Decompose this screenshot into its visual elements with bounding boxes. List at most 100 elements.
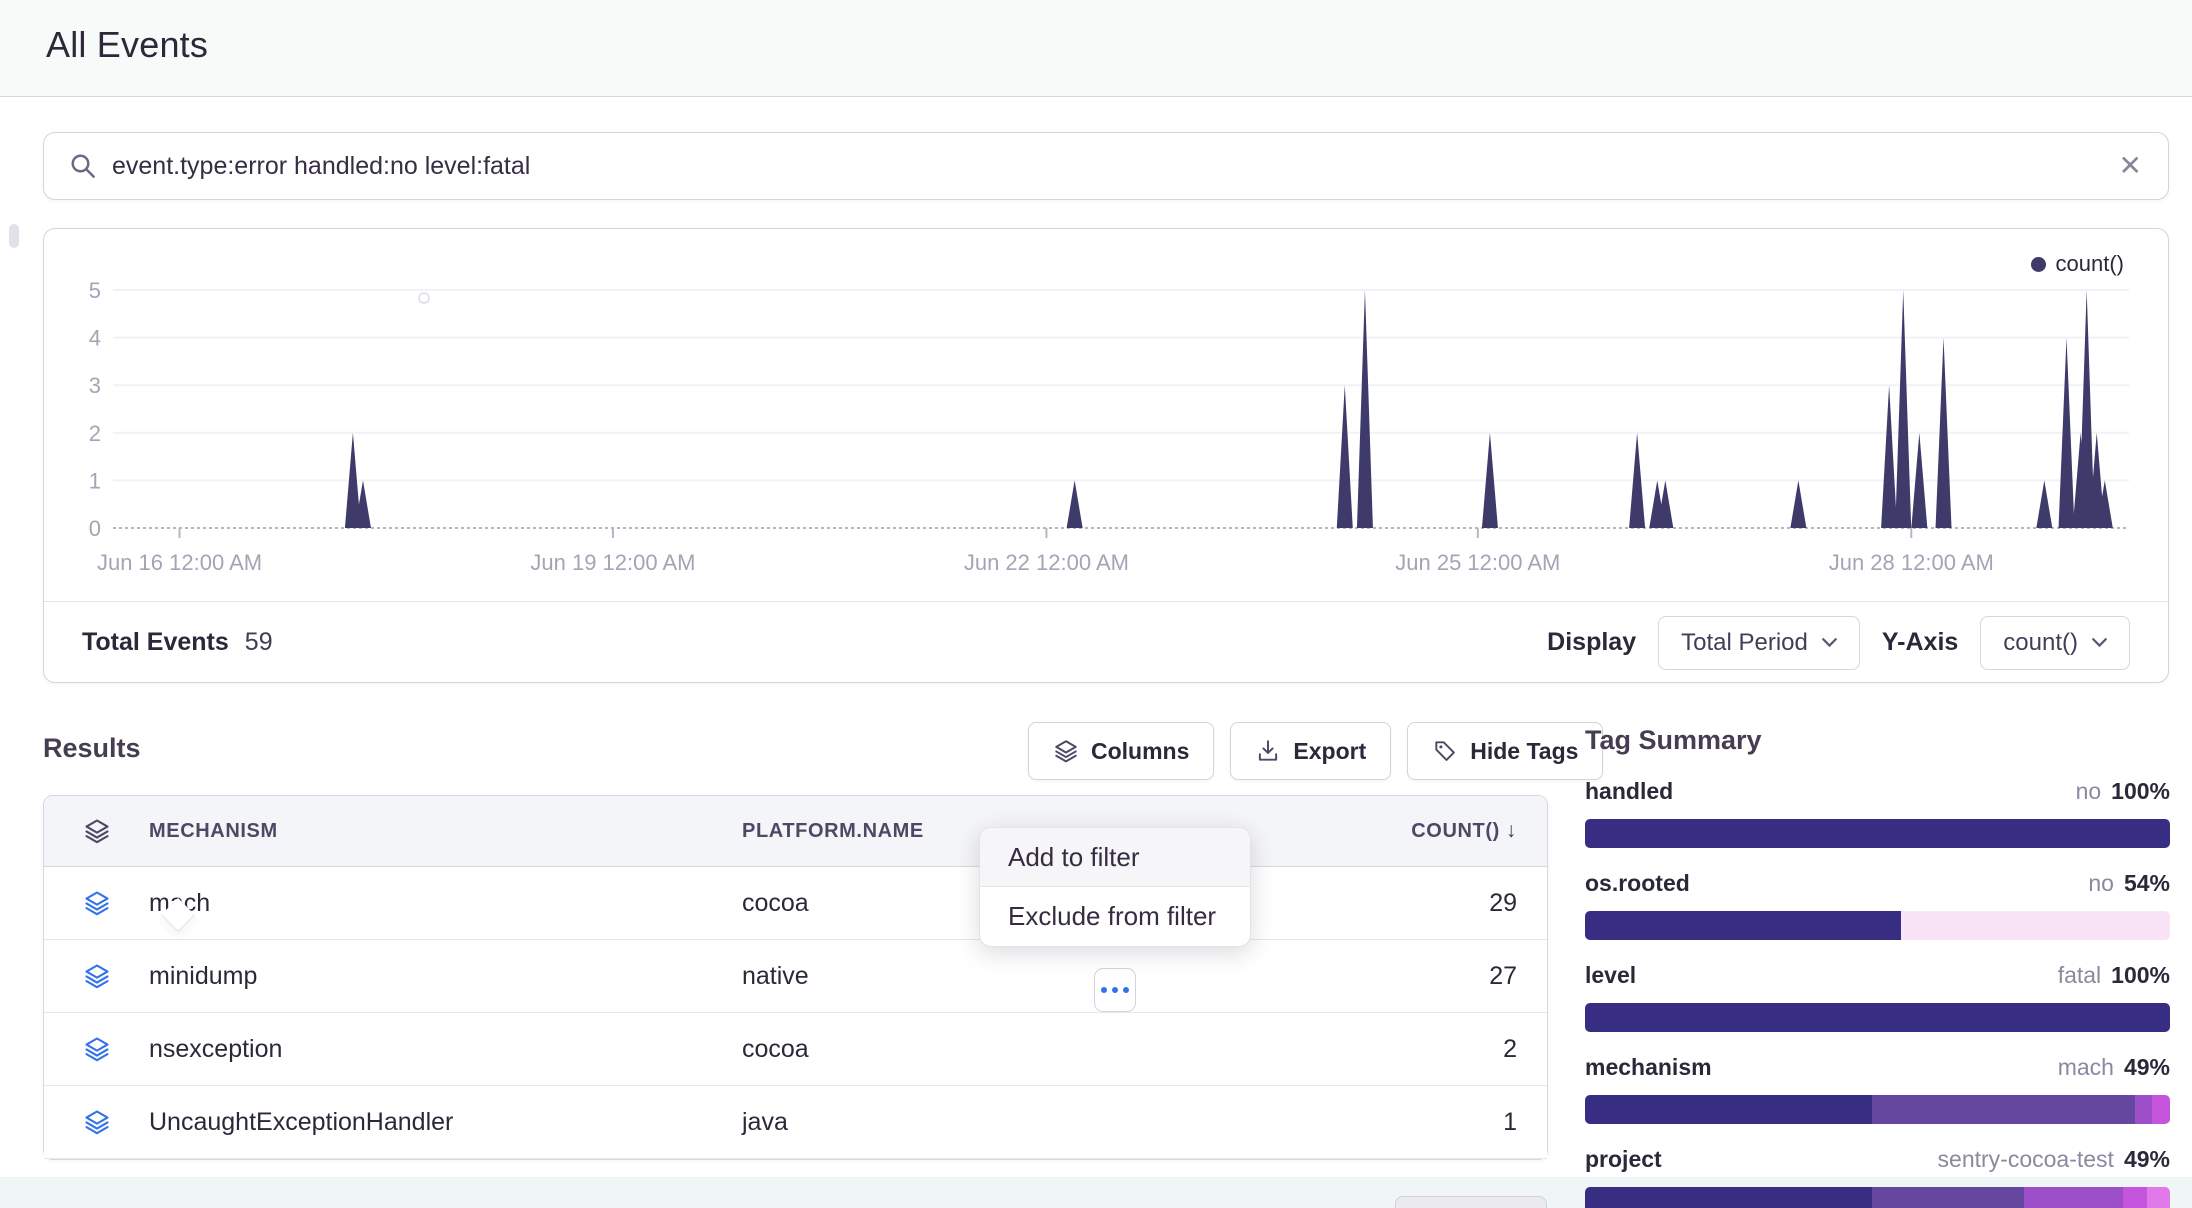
tag-bar-segment	[1585, 1003, 2170, 1032]
chevron-down-icon	[1821, 637, 1837, 647]
tag-bar[interactable]	[1585, 1095, 2170, 1124]
cell-count: 29	[1489, 888, 1517, 917]
tag-summary: Tag Summary handled no 100% os.rooted no…	[1585, 725, 2170, 1208]
pagination-button-partial[interactable]	[1395, 1196, 1547, 1208]
dot-icon	[1101, 987, 1107, 993]
tag-name[interactable]: project	[1585, 1146, 1662, 1172]
layers-icon	[84, 891, 109, 916]
tag-summary-heading: Tag Summary	[1585, 725, 1762, 755]
display-label: Display	[1547, 628, 1637, 656]
table-row[interactable]: UncaughtExceptionHandler java 1	[44, 1086, 1547, 1159]
menu-item-exclude-from-filter[interactable]: Exclude from filter	[1008, 901, 1217, 931]
tag-top-percent: 100%	[2111, 962, 2170, 988]
tag-name[interactable]: level	[1585, 962, 1637, 988]
tag-bar[interactable]	[1585, 819, 2170, 848]
cell-mechanism: nsexception	[149, 1034, 283, 1063]
tag-top-percent: 54%	[2123, 870, 2170, 896]
svg-text:3: 3	[89, 373, 101, 398]
search-bar: ✕	[43, 132, 2169, 200]
tag-bar[interactable]	[1585, 1003, 2170, 1032]
tag-bar-segment	[2123, 1187, 2147, 1208]
svg-text:5: 5	[89, 278, 101, 303]
column-header-platform-name[interactable]: PLATFORM.NAME	[742, 819, 924, 842]
legend-dot-icon	[2030, 256, 2046, 272]
svg-text:Jun 19 12:00 AM: Jun 19 12:00 AM	[530, 550, 695, 575]
svg-text:Jun 22 12:00 AM: Jun 22 12:00 AM	[964, 550, 1129, 575]
row-actions-button[interactable]	[1094, 968, 1136, 1012]
tag-name[interactable]: handled	[1585, 778, 1674, 804]
table-row[interactable]: minidump native 27	[44, 940, 1547, 1013]
column-header-count[interactable]: COUNT() ↓	[1201, 819, 1547, 843]
stack-icon	[84, 819, 109, 844]
cell-count: 27	[1489, 961, 1517, 990]
total-events-value: 59	[244, 628, 273, 656]
events-chart[interactable]: 0 1 2 3 4 5 Jun 16 12:00 AM Jun 19 12:00 AM Jun …	[44, 229, 2168, 589]
page-header: All Events	[0, 0, 2192, 97]
columns-button[interactable]: Columns	[1028, 722, 1215, 780]
layers-icon	[1055, 740, 1077, 763]
tag-top-value: mach	[2057, 1054, 2114, 1080]
svg-text:Jun 16 12:00 AM: Jun 16 12:00 AM	[97, 550, 262, 575]
column-header-mechanism[interactable]: MECHANISM	[149, 819, 278, 842]
cell-mechanism: minidump	[149, 961, 258, 990]
search-icon	[68, 151, 98, 181]
results-table: MECHANISM PLATFORM.NAME COUNT()↓ mach co…	[43, 795, 1548, 1160]
menu-item-add-to-filter[interactable]: Add to filter	[980, 828, 1250, 887]
chevron-down-icon	[2092, 637, 2107, 647]
tag-bar[interactable]	[1585, 1187, 2170, 1208]
cell-mechanism: mach	[149, 889, 742, 918]
cell-count: 1	[1503, 1107, 1517, 1136]
layers-icon	[84, 964, 109, 989]
chart-footer: Total Events 59 Display Total Period Y-A…	[44, 601, 2168, 683]
drag-handle[interactable]	[9, 224, 19, 248]
table-row[interactable]: nsexception cocoa 2	[44, 1013, 1547, 1086]
yaxis-select[interactable]: count()	[1980, 615, 2130, 670]
tag-bar-segment	[1585, 819, 2170, 848]
tag-row-handled: handled no 100%	[1585, 778, 2170, 848]
cell-platform: cocoa	[742, 888, 809, 917]
tag-bar-segment	[1585, 1187, 1872, 1208]
svg-text:0: 0	[89, 516, 101, 541]
tag-bar-segment	[1900, 911, 2170, 940]
tag-name[interactable]: os.rooted	[1585, 870, 1690, 896]
tag-bar-segment	[1871, 1095, 2135, 1124]
tag-top-value: sentry-cocoa-test	[1937, 1146, 2114, 1172]
tag-top-percent: 49%	[2123, 1054, 2170, 1080]
hide-tags-button-label: Hide Tags	[1470, 737, 1579, 764]
tag-row-os-rooted: os.rooted no 54%	[1585, 870, 2170, 940]
clear-search-icon[interactable]: ✕	[2118, 150, 2142, 181]
columns-button-label: Columns	[1091, 737, 1190, 764]
table-header-icon-cell[interactable]	[44, 817, 149, 845]
events-chart-panel: 0 1 2 3 4 5 Jun 16 12:00 AM Jun 19 12:00 AM Jun …	[43, 228, 2169, 683]
tag-bar-segment	[2023, 1187, 2124, 1208]
display-select[interactable]: Total Period	[1658, 615, 1860, 670]
tag-top-percent: 100%	[2111, 778, 2170, 804]
cell-platform: cocoa	[742, 1034, 809, 1063]
total-events-label: Total Events	[82, 628, 229, 656]
svg-text:2: 2	[89, 421, 101, 446]
download-icon	[1259, 740, 1278, 761]
table-header-row: MECHANISM PLATFORM.NAME COUNT() ↓	[44, 796, 1547, 867]
dot-icon	[1112, 987, 1118, 993]
cell-mechanism: UncaughtExceptionHandler	[149, 1107, 454, 1136]
tag-icon	[1435, 741, 1456, 761]
search-input[interactable]	[112, 151, 2119, 181]
hide-tags-button[interactable]: Hide Tags	[1407, 722, 1604, 780]
tag-row-mechanism: mechanism mach 49%	[1585, 1054, 2170, 1124]
tag-name[interactable]: mechanism	[1585, 1054, 1712, 1080]
legend-label: count()	[2055, 251, 2124, 276]
tag-bar-segment	[2134, 1095, 2153, 1124]
tag-top-percent: 49%	[2123, 1146, 2170, 1172]
tag-bar[interactable]	[1585, 911, 2170, 940]
page-title: All Events	[46, 24, 209, 65]
export-button[interactable]: Export	[1230, 722, 1392, 780]
tag-row-project: project sentry-cocoa-test 49%	[1585, 1146, 2170, 1208]
cell-count: 2	[1503, 1034, 1517, 1063]
layers-icon	[84, 1110, 109, 1135]
table-row[interactable]: mach cocoa 29	[44, 867, 1547, 940]
svg-text:Jun 28 12:00 AM: Jun 28 12:00 AM	[1829, 550, 1994, 575]
tag-bar-segment	[2146, 1187, 2170, 1208]
legend-count[interactable]: count()	[2030, 251, 2124, 277]
export-button-label: Export	[1293, 737, 1367, 764]
tag-bar-segment	[1585, 1095, 1872, 1124]
